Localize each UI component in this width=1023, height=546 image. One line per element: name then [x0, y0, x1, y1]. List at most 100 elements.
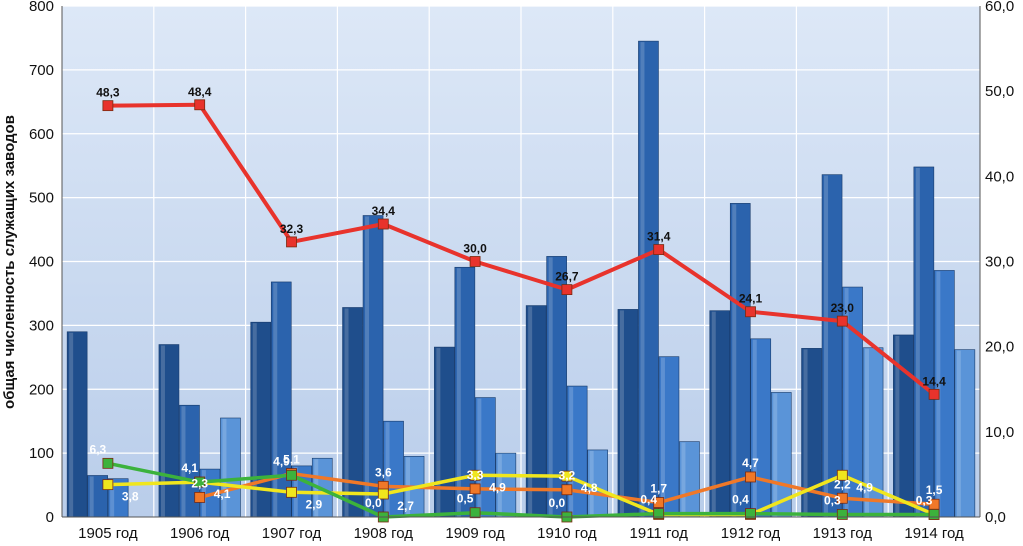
- bar-highlight: [865, 348, 870, 517]
- x-tick-label: 1914 год: [904, 525, 964, 542]
- data-label: 4,7: [742, 456, 759, 470]
- x-tick-label: 1913 год: [813, 525, 873, 542]
- bar-highlight: [589, 450, 594, 517]
- bar-highlight: [824, 175, 829, 517]
- data-label: 0,4: [640, 493, 657, 507]
- bar-highlight: [711, 311, 716, 517]
- data-label: 32,3: [280, 222, 304, 236]
- series-marker: [561, 284, 573, 296]
- x-tick-label: 1909 год: [445, 525, 505, 542]
- data-label: 4,1: [214, 487, 231, 501]
- data-label: 2,2: [834, 477, 851, 491]
- series-marker: [836, 315, 848, 327]
- series-marker: [286, 469, 297, 481]
- x-tick-label: 1911 год: [630, 525, 689, 542]
- series-marker: [286, 236, 297, 248]
- data-label: 30,0: [463, 242, 487, 256]
- data-label: 6,3: [90, 442, 107, 456]
- data-label: 48,3: [96, 86, 120, 100]
- bar-highlight: [681, 442, 686, 517]
- bar-highlight: [273, 282, 278, 517]
- series-marker: [928, 509, 940, 520]
- bar-highlight: [752, 339, 757, 517]
- gridlines: [62, 5, 980, 517]
- series-marker: [836, 492, 848, 504]
- data-label: 24,1: [739, 292, 763, 306]
- bar-highlight: [222, 418, 227, 517]
- data-label: 4,9: [856, 480, 873, 494]
- bar-highlight: [528, 306, 533, 517]
- x-tick-label: 1912 год: [721, 525, 781, 542]
- bar-highlight: [569, 387, 574, 517]
- x-tick-label: 1907 год: [262, 525, 322, 542]
- series-marker: [469, 483, 481, 495]
- data-label: 34,4: [372, 204, 396, 218]
- bar-highlight: [252, 323, 257, 517]
- axes-group: 0 100 200 300 400 500 600 700 800 0,0 10,0 20,0 30,0…: [29, 0, 1014, 542]
- series-marker: [745, 508, 756, 519]
- data-label: 31,4: [647, 230, 671, 244]
- data-label: 4,9: [489, 480, 506, 494]
- data-label: 26,7: [555, 270, 579, 284]
- y-axis-label: общая численность служащих заводов: [1, 115, 18, 409]
- bar-highlight: [640, 42, 645, 517]
- bar-highlight: [895, 335, 900, 517]
- y-tick-label: 400: [29, 254, 54, 271]
- bar-highlight: [732, 204, 737, 517]
- y-tick-label: 200: [29, 381, 54, 398]
- data-label: 4,9: [273, 454, 290, 468]
- data-label: 0,4: [732, 493, 749, 507]
- series-marker: [377, 218, 389, 230]
- y2-tick-label: 30,0: [985, 254, 1014, 271]
- data-label: 1,5: [926, 483, 943, 497]
- line-series-group: [102, 99, 940, 523]
- data-label: 0,3: [916, 493, 933, 507]
- series-marker: [102, 479, 114, 491]
- data-label: 2,9: [306, 497, 323, 511]
- data-label: 3,8: [122, 490, 139, 504]
- y2-tick-label: 0,0: [985, 509, 1006, 526]
- bar-highlight: [497, 454, 502, 517]
- series-marker: [836, 469, 848, 481]
- data-label: 0,3: [824, 493, 841, 507]
- data-label: 3,6: [375, 465, 392, 479]
- bar-highlight: [69, 332, 74, 517]
- series-marker: [653, 508, 665, 519]
- bar-highlight: [89, 476, 94, 517]
- bar-highlight: [385, 422, 390, 517]
- series-line: [107, 461, 935, 519]
- y-tick-label: 700: [29, 62, 54, 79]
- series-marker: [469, 507, 481, 519]
- y-tick-label: 500: [29, 190, 54, 207]
- data-label: 0,0: [549, 496, 566, 510]
- data-label: 0,3: [948, 519, 965, 533]
- series-marker: [377, 488, 389, 500]
- bar-highlight: [548, 257, 553, 517]
- bar-highlight: [915, 167, 920, 517]
- bar-highlight: [844, 288, 849, 517]
- data-label: 4,1: [181, 461, 198, 475]
- bar-highlight: [773, 393, 778, 517]
- data-label: 5,1: [283, 453, 300, 467]
- series-marker: [561, 484, 573, 496]
- data-labels-group: 48,3 48,4 32,3 34,4 30,0 26,7 31,4 24,1 23,0 14,4…: [90, 85, 966, 534]
- data-label: 0,3: [673, 519, 690, 533]
- bar-highlight: [660, 357, 665, 517]
- y2-tick-label: 40,0: [985, 168, 1014, 185]
- bar-highlight: [365, 216, 370, 517]
- bar-highlight: [619, 310, 624, 517]
- series-marker: [745, 306, 756, 318]
- data-label: 23,0: [831, 301, 855, 315]
- bar-highlight: [956, 350, 961, 517]
- series-marker: [561, 470, 573, 482]
- data-label: 14,4: [922, 374, 946, 388]
- series-line: [107, 473, 935, 517]
- series-marker: [194, 476, 206, 488]
- data-label: 3,3: [467, 468, 484, 482]
- bar-series-group: [66, 40, 976, 518]
- series-marker: [194, 99, 206, 111]
- x-tick-label: 1906 год: [170, 525, 230, 542]
- x-tick-label: 1908 год: [354, 525, 414, 542]
- series-marker: [469, 469, 481, 481]
- series-marker: [653, 497, 665, 508]
